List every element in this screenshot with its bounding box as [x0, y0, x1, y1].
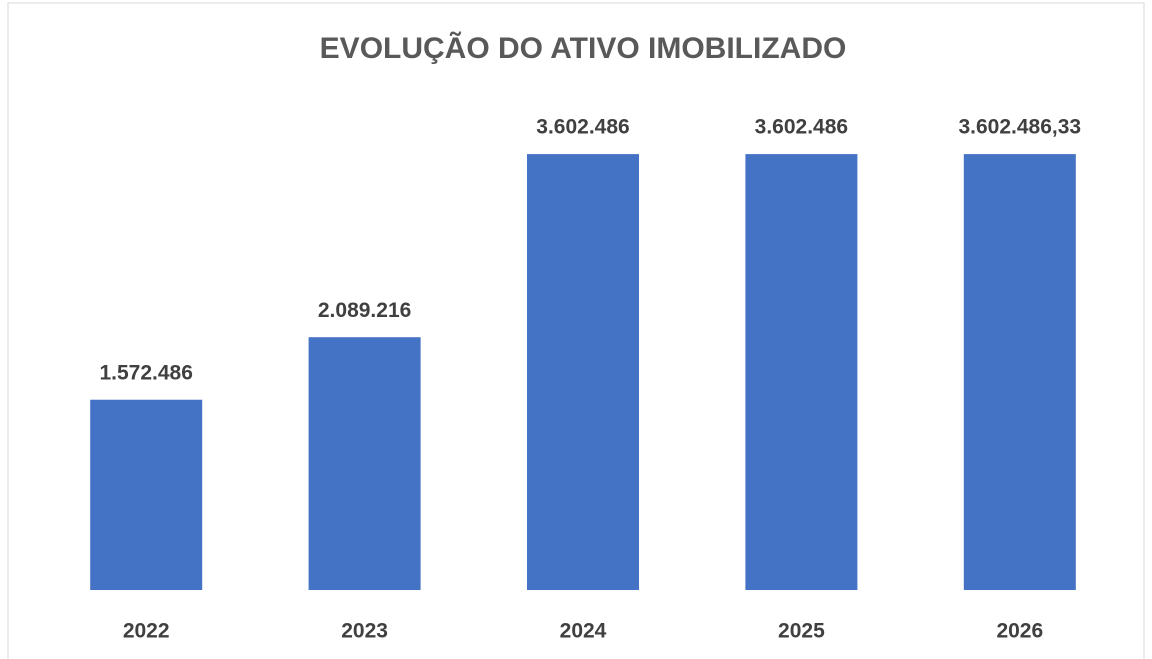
chart-title: EVOLUÇÃO DO ATIVO IMOBILIZADO — [320, 31, 847, 65]
x-tick-label: 2023 — [341, 620, 388, 643]
data-label: 3.602.486 — [755, 116, 848, 139]
data-label: 3.602.486 — [536, 116, 629, 139]
x-tick-label: 2025 — [778, 620, 825, 643]
bar — [90, 399, 203, 590]
bar — [527, 154, 639, 591]
data-label: 3.602.486,33 — [958, 116, 1081, 139]
bar — [963, 154, 1076, 590]
data-label: 2.089.216 — [318, 299, 411, 322]
x-tick-label: 2022 — [123, 620, 170, 643]
data-label: 1.572.486 — [99, 361, 192, 384]
x-tick-label: 2024 — [560, 620, 607, 643]
x-tick-label: 2026 — [996, 620, 1043, 643]
bar — [308, 337, 421, 590]
bar — [745, 154, 858, 591]
